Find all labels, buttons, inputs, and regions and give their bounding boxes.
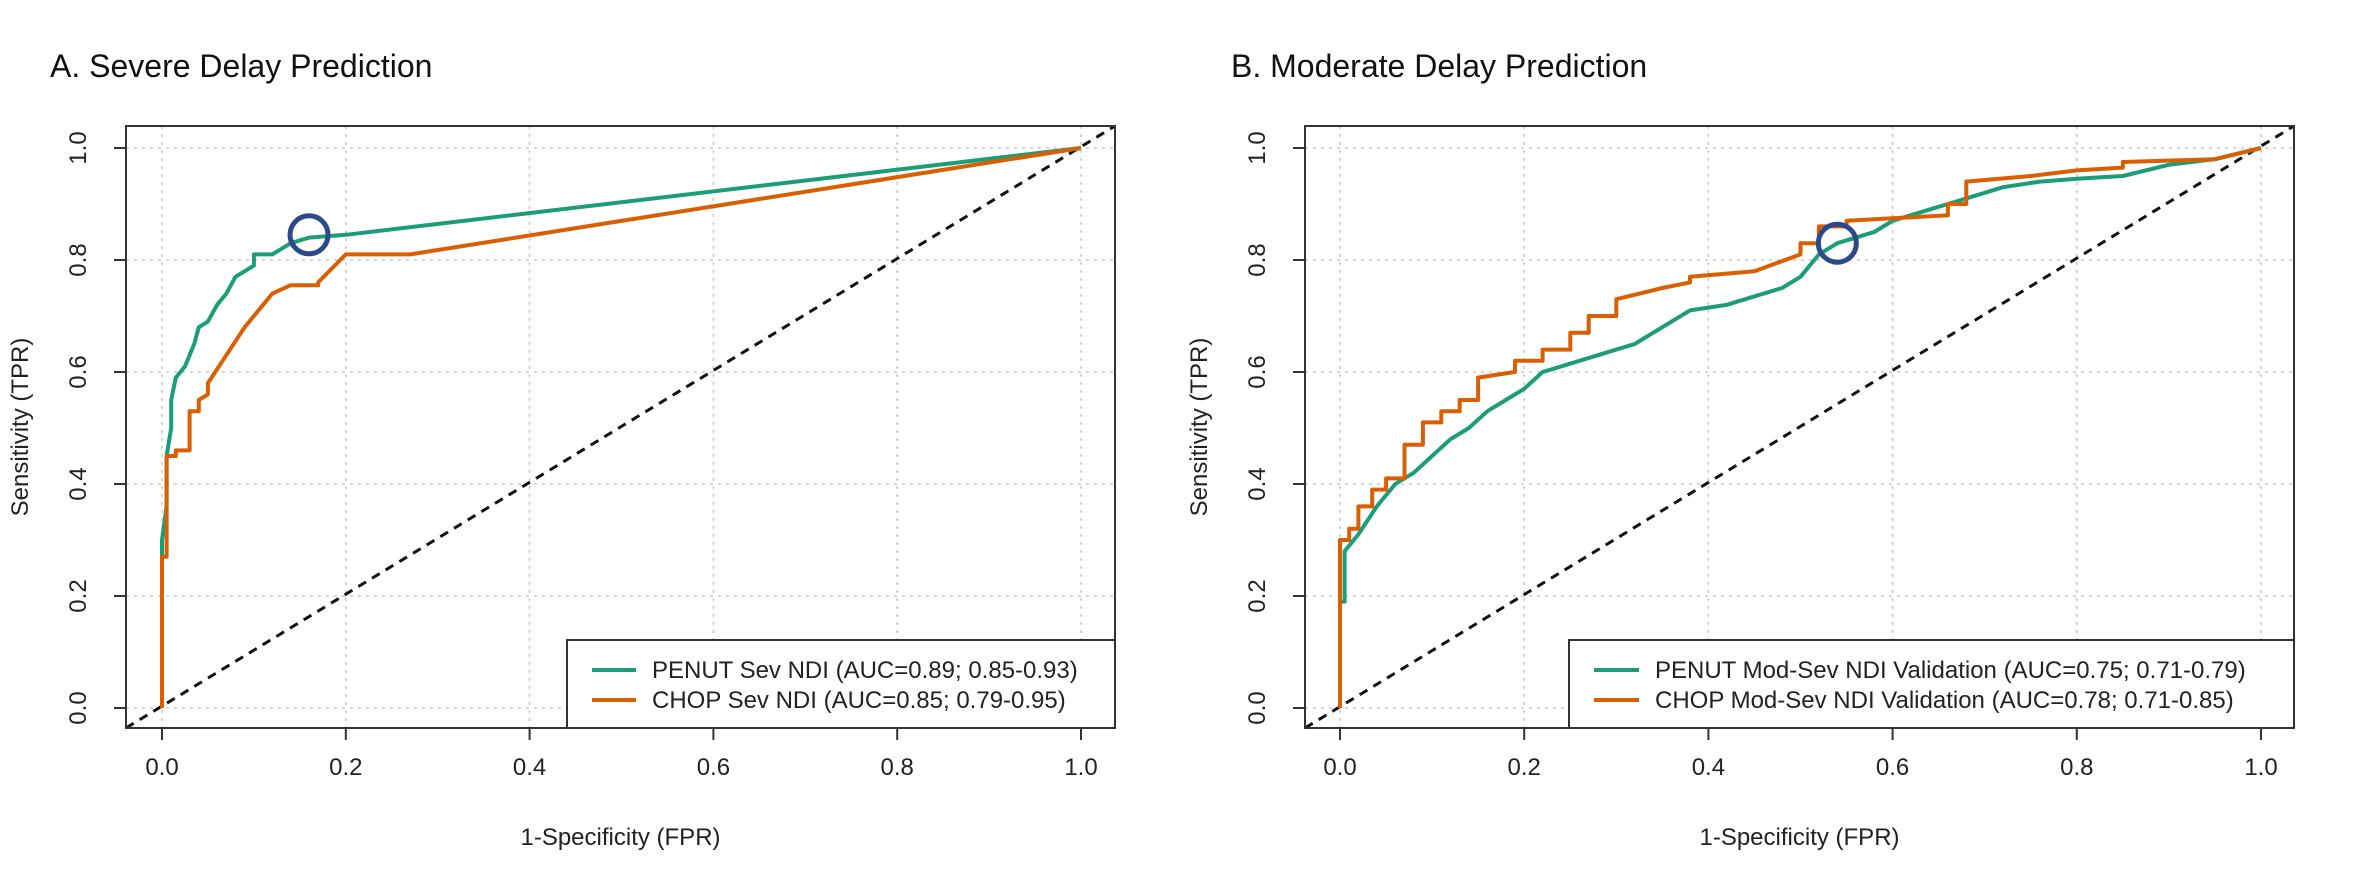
series-line-1 <box>160 146 1082 708</box>
x-tick-label: 0.4 <box>1692 754 1725 781</box>
x-tick-label: 0.0 <box>1323 754 1356 781</box>
y-tick-label: 0.2 <box>1244 579 1271 612</box>
y-tick-label: 0.6 <box>65 355 92 388</box>
legend-label-0: PENUT Sev NDI (AUC=0.89; 0.85-0.93) <box>652 657 1078 684</box>
legend: PENUT Mod-Sev NDI Validation (AUC=0.75; … <box>1568 639 2295 729</box>
x-tick-label: 0.2 <box>1508 754 1541 781</box>
y-tick-label: 0.0 <box>65 691 92 724</box>
legend-box <box>566 639 1116 729</box>
legend-label-1: CHOP Sev NDI (AUC=0.85; 0.79-0.95) <box>652 687 1066 714</box>
x-tick-label: 0.2 <box>329 754 362 781</box>
diagonal-reference-line <box>1304 124 2295 730</box>
x-axis-label: 1-Specificity (FPR) <box>1699 824 1899 851</box>
series-line-1 <box>1338 146 2262 708</box>
highlight-circle <box>1815 221 1859 265</box>
y-tick-label: 0.4 <box>1244 467 1271 500</box>
chart-title: A. Severe Delay Prediction <box>50 48 433 84</box>
x-tick-label: 0.8 <box>2060 754 2093 781</box>
chart-panel-a: A. Severe Delay Prediction 0.0 0.2 0.4 0.6 0… <box>7 48 1116 851</box>
series-line-0 <box>160 146 1082 708</box>
diagonal-reference-line <box>125 124 1116 730</box>
x-tick-label: 0.6 <box>697 754 730 781</box>
x-tick-label: 1.0 <box>2244 754 2277 781</box>
x-tick-label: 1.0 <box>1064 754 1097 781</box>
x-tick-label: 0.4 <box>513 754 546 781</box>
y-tick-label: 1.0 <box>65 131 92 164</box>
y-tick-label: 0.8 <box>65 243 92 276</box>
y-tick-label: 0.4 <box>65 467 92 500</box>
x-axis-label: 1-Specificity (FPR) <box>520 824 720 851</box>
y-tick-label: 0.8 <box>1244 243 1271 276</box>
x-tick-label: 0.8 <box>881 754 914 781</box>
series-line-0 <box>1338 146 2262 708</box>
highlight-circle <box>287 213 331 257</box>
x-tick-label: 0.0 <box>145 754 178 781</box>
x-tick-label: 0.6 <box>1876 754 1909 781</box>
legend-box <box>1568 639 2295 729</box>
chart-title: B. Moderate Delay Prediction <box>1231 48 1648 84</box>
legend-label-1: CHOP Mod-Sev NDI Validation (AUC=0.78; 0… <box>1655 687 2234 714</box>
legend: PENUT Sev NDI (AUC=0.89; 0.85-0.93) CHOP … <box>566 639 1116 729</box>
y-axis-label: Sensitivity (TPR) <box>7 338 34 517</box>
legend-label-0: PENUT Mod-Sev NDI Validation (AUC=0.75; … <box>1655 657 2246 684</box>
chart-panel-b: B. Moderate Delay Prediction 0.0 0.2 0.4 0.… <box>1179 0 2358 889</box>
chart-plot-a: 0.0 0.2 0.4 0.6 0.8 1.0 0.0 0.2 0.4 0.6 0.8 1.0 1-Sp… <box>7 124 1116 851</box>
y-tick-label: 0.6 <box>1244 355 1271 388</box>
y-tick-label: 1.0 <box>1244 131 1271 164</box>
y-tick-label: 0.0 <box>1244 691 1271 724</box>
y-axis-label: Sensitivity (TPR) <box>1186 338 1213 517</box>
chart-plot-b: 0.0 0.2 0.4 0.6 0.8 1.0 0.0 0.2 0.4 0.6 0.8 1.0 1-Sp… <box>1186 124 2295 851</box>
y-tick-label: 0.2 <box>65 579 92 612</box>
